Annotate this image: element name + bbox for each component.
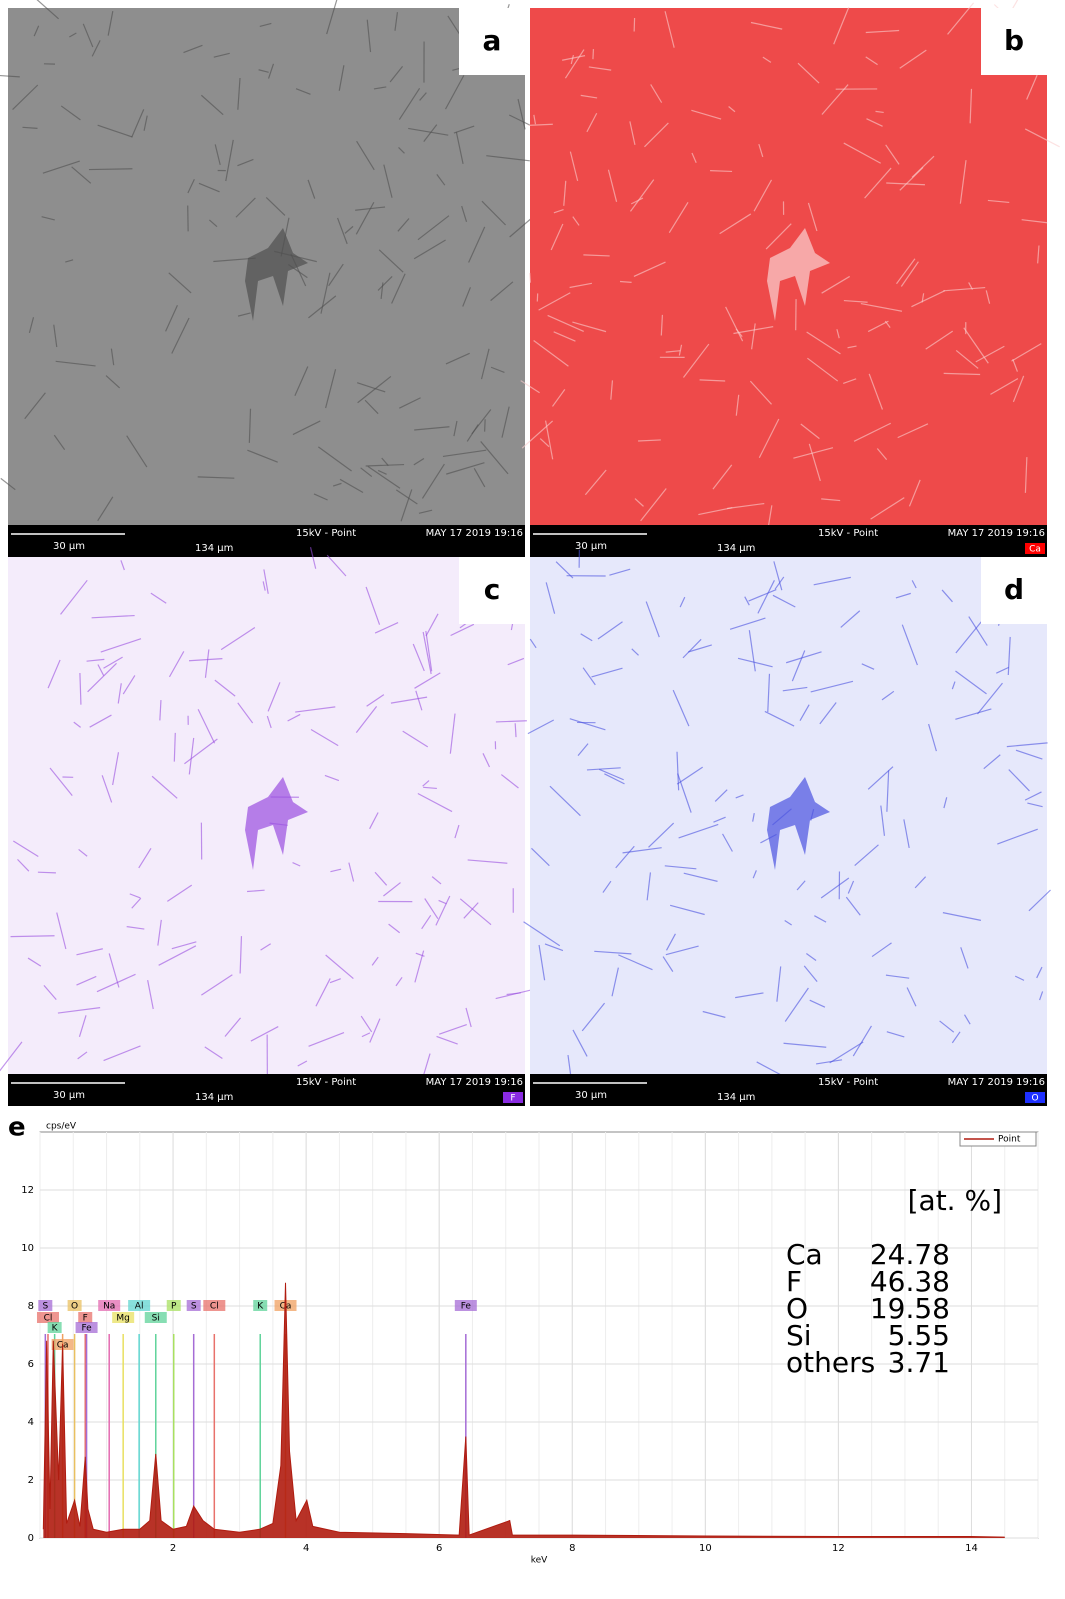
panel-letter: a — [483, 24, 502, 57]
y-tick-label: 2 — [28, 1475, 34, 1486]
mode-label: 15kV - Point — [818, 1077, 878, 1088]
width-label: 134 µm — [717, 1092, 755, 1103]
element-tag-label: S — [42, 1302, 48, 1312]
x-tick-label: 4 — [303, 1543, 309, 1554]
element-label: O — [1031, 1094, 1038, 1104]
panel-letter: d — [1004, 573, 1024, 606]
feature — [485, 419, 486, 431]
width-label: 134 µm — [195, 543, 233, 554]
date-label: MAY 17 2019 19:16 — [948, 1077, 1045, 1088]
y-tick-label: 0 — [28, 1533, 34, 1544]
legend-label: Point — [998, 1135, 1021, 1145]
x-tick-label: 14 — [965, 1543, 978, 1554]
width-label: 134 µm — [717, 543, 755, 554]
x-tick-label: 6 — [436, 1543, 442, 1554]
element-tag-label: Si — [152, 1314, 160, 1324]
x-axis-label: keV — [531, 1556, 548, 1566]
x-tick-label: 10 — [699, 1543, 712, 1554]
feature — [710, 171, 732, 172]
element-tag-label: Al — [135, 1302, 144, 1312]
element-tag-label: Fe — [81, 1324, 92, 1334]
x-tick-label: 8 — [569, 1543, 575, 1554]
mode-label: 15kV - Point — [296, 1077, 356, 1088]
feature — [530, 273, 531, 283]
mode-label: 15kV - Point — [818, 528, 878, 539]
element-tag-label: Mg — [116, 1314, 129, 1324]
date-label: MAY 17 2019 19:16 — [426, 1077, 523, 1088]
date-label: MAY 17 2019 19:16 — [426, 528, 523, 539]
feature — [89, 169, 132, 170]
y-tick-label: 8 — [28, 1301, 34, 1312]
y-tick-label: 4 — [28, 1417, 34, 1428]
panel-letter: c — [484, 573, 501, 606]
scale-label: 30 µm — [53, 541, 85, 552]
mode-label: 15kV - Point — [296, 528, 356, 539]
panel-letter: b — [1004, 24, 1024, 57]
element-tag-label: S — [191, 1302, 197, 1312]
scale-label: 30 µm — [575, 1090, 607, 1101]
panel-letter: e — [8, 1113, 26, 1143]
date-label: MAY 17 2019 19:16 — [948, 528, 1045, 539]
y-tick-label: 10 — [21, 1243, 34, 1254]
element-tag-label: Na — [103, 1302, 115, 1312]
element-label: F — [510, 1094, 515, 1104]
composition-element: others — [786, 1346, 875, 1379]
composition-title: [at. %] — [908, 1184, 1002, 1217]
element-tag-label: Cl — [210, 1302, 219, 1312]
element-tag-label: P — [171, 1302, 177, 1312]
y-axis-label: cps/eV — [46, 1122, 77, 1132]
y-tick-label: 12 — [21, 1185, 34, 1196]
feature — [593, 49, 594, 59]
x-tick-label: 12 — [832, 1543, 845, 1554]
width-label: 134 µm — [195, 1092, 233, 1103]
element-tag-label: Fe — [461, 1302, 472, 1312]
element-tag-label: O — [71, 1302, 78, 1312]
feature — [620, 282, 632, 283]
x-tick-label: 2 — [170, 1543, 176, 1554]
scale-label: 30 µm — [53, 1090, 85, 1101]
y-tick-label: 6 — [28, 1359, 34, 1370]
element-label: Ca — [1029, 545, 1041, 555]
composition-value: 3.71 — [888, 1346, 950, 1379]
feature — [38, 872, 56, 873]
